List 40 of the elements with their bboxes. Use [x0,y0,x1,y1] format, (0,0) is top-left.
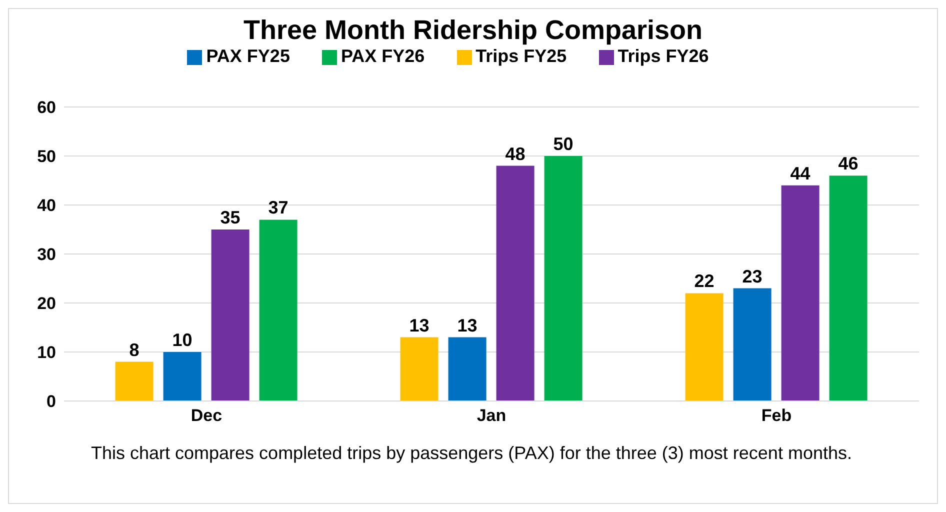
legend-label: Trips FY25 [476,46,567,66]
data-label: 8 [129,340,140,360]
data-label: 44 [790,163,810,184]
bar [829,176,868,401]
bar [211,230,250,401]
x-tick-label: Jan [476,406,506,426]
data-label: 10 [172,330,192,350]
bar [448,337,486,401]
data-label: 48 [505,144,526,164]
bar [544,156,582,401]
x-tick-label: Dec [190,406,222,426]
data-label: 13 [457,315,478,336]
y-tick-label: 30 [37,245,56,264]
data-label: 46 [838,154,858,174]
text: This chart compares completed trips by passengers (PAX) for the three (3) most recent months. [91,442,853,465]
legend-label: Trips FY26 [618,46,709,66]
y-tick-label: 10 [37,343,56,362]
bar [163,352,202,401]
x-tick-label: Feb [761,406,792,426]
data-label: 50 [553,134,574,154]
bar [115,362,154,401]
y-tick-label: 0 [46,392,56,412]
bar [259,220,298,401]
legend-label: PAX FY26 [340,46,425,66]
data-label: 23 [742,266,762,286]
bar [400,337,438,401]
bar [733,288,772,401]
data-label: 35 [220,208,240,228]
data-label: 22 [694,271,714,292]
legend-label: PAX FY25 [206,46,290,66]
y-tick-label: 60 [37,98,56,118]
data-label: 13 [409,315,430,336]
data-label: 37 [268,198,288,218]
chart-title: Three Month Ridership Comparison [242,15,704,46]
bar [496,166,534,401]
y-tick-label: 50 [37,147,56,166]
y-tick-label: 20 [37,294,56,314]
bar [685,293,724,401]
bar [781,185,820,401]
y-tick-label: 40 [37,196,56,216]
